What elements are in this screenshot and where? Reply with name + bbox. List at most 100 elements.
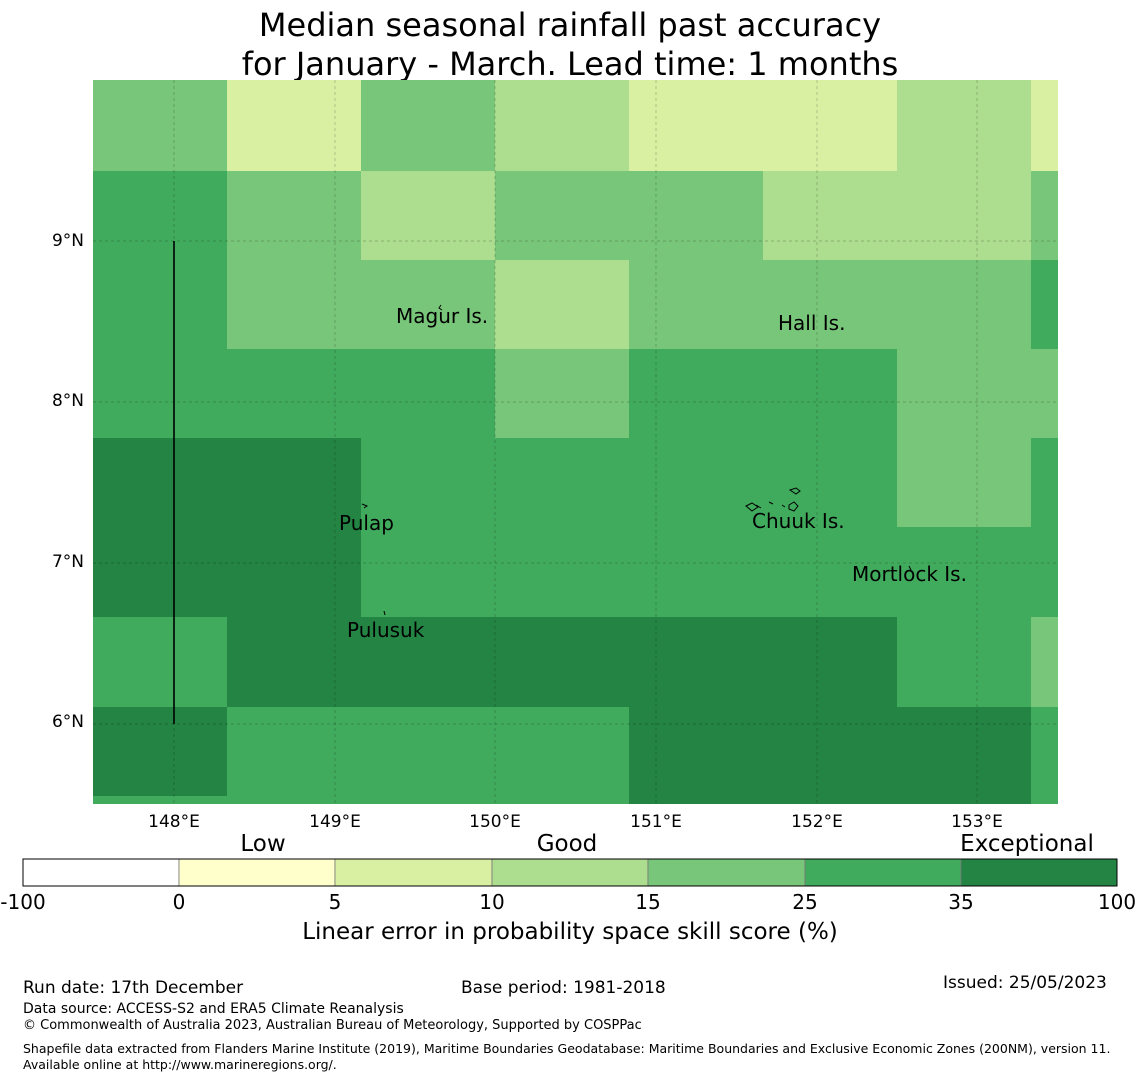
colorbar-segment bbox=[178, 858, 336, 887]
skill-cell bbox=[495, 617, 629, 707]
skill-cell bbox=[227, 438, 361, 527]
colorbar-tick-minus100: -100 bbox=[0, 890, 46, 914]
colorbar-segment bbox=[334, 858, 493, 887]
island-magur-outline bbox=[438, 304, 443, 311]
skill-cell bbox=[763, 349, 897, 438]
skill-cell bbox=[897, 527, 1031, 617]
skill-cell bbox=[629, 171, 763, 260]
skill-cell bbox=[495, 349, 629, 438]
skill-cell bbox=[1031, 260, 1058, 349]
data-source: Data source: ACCESS-S2 and ERA5 Climate … bbox=[23, 1001, 404, 1017]
skill-map bbox=[93, 80, 1058, 804]
skill-cell bbox=[495, 260, 629, 349]
lon-label-150e: 150°E bbox=[469, 812, 521, 832]
skill-cell bbox=[227, 349, 361, 438]
skill-cell bbox=[93, 438, 227, 527]
colorbar-category-good: Good bbox=[536, 831, 598, 857]
skill-cell bbox=[1031, 171, 1058, 260]
lat-label-8n: 8°N bbox=[51, 391, 84, 411]
skill-cell bbox=[763, 707, 897, 804]
skill-cell bbox=[897, 171, 1031, 260]
skill-cell bbox=[629, 438, 763, 527]
skill-cell bbox=[227, 707, 361, 804]
run-date: Run date: 17th December bbox=[23, 978, 244, 998]
colorbar-segment bbox=[491, 858, 649, 887]
colorbar-segment bbox=[647, 858, 806, 887]
skill-cell bbox=[93, 527, 227, 617]
lon-label-151e: 151°E bbox=[630, 812, 682, 832]
skill-cell bbox=[1031, 707, 1058, 804]
skill-cell bbox=[93, 617, 227, 707]
island-mortlock-outline bbox=[908, 565, 912, 571]
skill-cell bbox=[495, 438, 629, 527]
skill-cell bbox=[1031, 617, 1058, 707]
skill-cell bbox=[897, 617, 1031, 707]
place-label-chuuk: Chuuk Is. bbox=[752, 509, 845, 533]
skill-cell bbox=[93, 707, 227, 804]
skill-cell bbox=[763, 171, 897, 260]
colorbar bbox=[22, 858, 1118, 887]
skill-cell bbox=[361, 707, 495, 804]
skill-cell bbox=[629, 527, 763, 617]
island-pulusuk-outline bbox=[383, 610, 386, 616]
skill-cell bbox=[227, 617, 361, 707]
skill-cell bbox=[897, 707, 1031, 804]
skill-cell bbox=[897, 349, 1031, 438]
skill-cell bbox=[93, 171, 227, 260]
island-pulap-outline bbox=[361, 503, 369, 509]
skill-cell bbox=[495, 707, 629, 804]
copyright-notice: © Commonwealth of Australia 2023, Austra… bbox=[23, 1018, 642, 1033]
skill-cell bbox=[1031, 438, 1058, 527]
colorbar-category-exceptional: Exceptional bbox=[960, 831, 1094, 857]
skill-cell bbox=[763, 80, 897, 171]
skill-cell bbox=[227, 80, 361, 171]
skill-cell bbox=[495, 171, 629, 260]
colorbar-tick-15: 15 bbox=[635, 890, 661, 914]
colorbar-segment bbox=[960, 858, 1118, 887]
skill-cell bbox=[361, 617, 495, 707]
skill-cell bbox=[897, 80, 1031, 171]
colorbar-tick-25: 25 bbox=[792, 890, 818, 914]
skill-cell bbox=[495, 527, 629, 617]
colorbar-tick-10: 10 bbox=[479, 890, 505, 914]
base-period: Base period: 1981-2018 bbox=[461, 978, 666, 998]
skill-cell bbox=[227, 260, 361, 349]
colorbar-segments bbox=[22, 858, 1118, 887]
place-label-pulap: Pulap bbox=[339, 511, 394, 535]
lon-label-148e: 148°E bbox=[148, 812, 200, 832]
graticule bbox=[93, 80, 1058, 804]
skill-cell bbox=[93, 80, 227, 171]
skill-cell bbox=[361, 527, 495, 617]
skill-cell bbox=[361, 438, 495, 527]
skill-cell bbox=[227, 527, 361, 617]
skill-cell bbox=[1031, 527, 1058, 617]
island-outlines bbox=[361, 304, 912, 616]
colorbar-tick-5: 5 bbox=[328, 890, 342, 914]
skill-cell bbox=[629, 349, 763, 438]
place-label-hall: Hall Is. bbox=[778, 311, 846, 335]
colorbar-category-low: Low bbox=[240, 831, 286, 857]
skill-cell bbox=[629, 80, 763, 171]
colorbar-tick-35: 35 bbox=[948, 890, 974, 914]
place-label-magur: Magur Is. bbox=[396, 304, 489, 328]
skill-cell bbox=[93, 796, 227, 804]
skill-cell bbox=[629, 707, 763, 804]
lon-label-152e: 152°E bbox=[791, 812, 843, 832]
issued-date: Issued: 25/05/2023 bbox=[943, 973, 1107, 993]
skill-cell bbox=[629, 617, 763, 707]
lon-label-149e: 149°E bbox=[309, 812, 361, 832]
skill-cell bbox=[897, 438, 1031, 527]
skill-grid-cells bbox=[93, 80, 1058, 804]
lat-label-9n: 9°N bbox=[51, 231, 84, 251]
skill-cell bbox=[763, 617, 897, 707]
lat-label-7n: 7°N bbox=[51, 552, 84, 572]
skill-cell bbox=[763, 527, 897, 617]
skill-cell bbox=[897, 260, 1031, 349]
skill-cell bbox=[93, 349, 227, 438]
lon-label-153e: 153°E bbox=[951, 812, 1003, 832]
skill-cell bbox=[763, 438, 897, 527]
map-title-line-1: Median seasonal rainfall past accuracy bbox=[258, 6, 882, 44]
colorbar-segment bbox=[804, 858, 962, 887]
skill-cell bbox=[763, 260, 897, 349]
skill-cell bbox=[1031, 349, 1058, 438]
